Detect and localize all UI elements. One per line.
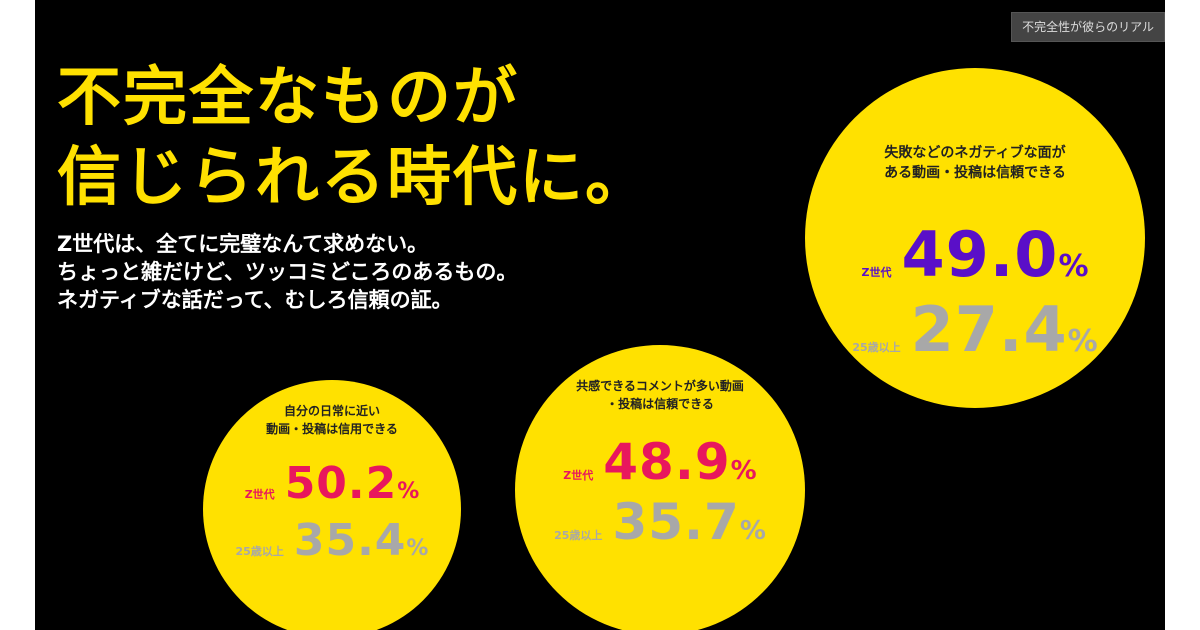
z-gen-label: Z世代 bbox=[244, 488, 275, 501]
older-label: 25歳以上 bbox=[554, 529, 603, 542]
older-value: 35.4 bbox=[293, 515, 407, 566]
stat-title-line: ある動画・投稿は信頼できる bbox=[884, 165, 1066, 181]
unit: % bbox=[406, 536, 429, 561]
headline-line: 信じられる時代に。 bbox=[57, 141, 651, 215]
older-value: 35.7 bbox=[612, 493, 740, 551]
older-row: 25歳以上 35.4 % bbox=[203, 515, 461, 566]
z-gen-label: Z世代 bbox=[563, 469, 594, 482]
stat-circle-negative: 失敗などのネガティブな面が ある動画・投稿は信頼できる Z世代 49.0 % 2… bbox=[805, 68, 1145, 408]
older-row: 25歳以上 27.4 % bbox=[805, 293, 1145, 366]
stat-title: 失敗などのネガティブな面が ある動画・投稿は信頼できる bbox=[805, 143, 1145, 183]
stat-title-line: 失敗などのネガティブな面が bbox=[884, 145, 1066, 161]
stat-title: 自分の日常に近い 動画・投稿は信用できる bbox=[203, 402, 461, 438]
older-value: 27.4 bbox=[910, 293, 1068, 366]
unit: % bbox=[1058, 249, 1089, 284]
stat-title-line: 共感できるコメントが多い動画 bbox=[576, 379, 744, 393]
unit: % bbox=[397, 479, 420, 504]
subtitle: Z世代は、全てに完璧なんて求めない。 ちょっと雑だけど、ツッコミどころのあるもの… bbox=[57, 230, 517, 314]
z-gen-row: Z世代 48.9 % bbox=[515, 433, 805, 491]
stat-title-line: 動画・投稿は信用できる bbox=[266, 422, 398, 436]
z-gen-value: 50.2 bbox=[284, 458, 398, 509]
stat-circle-empathy: 共感できるコメントが多い動画 ・投稿は信頼できる Z世代 48.9 % 25歳以… bbox=[515, 345, 805, 630]
headline-line: 不完全なものが bbox=[57, 61, 519, 135]
headline: 不完全なものが 信じられる時代に。 bbox=[57, 58, 651, 218]
subtitle-line: Z世代は、全てに完璧なんて求めない。 bbox=[57, 232, 429, 256]
unit: % bbox=[739, 516, 766, 546]
stat-title-line: ・投稿は信頼できる bbox=[606, 397, 714, 411]
subtitle-line: ちょっと雑だけど、ツッコミどころのあるもの。 bbox=[57, 260, 518, 284]
slide: 不完全性が彼らのリアル 不完全なものが 信じられる時代に。 Z世代は、全てに完璧… bbox=[35, 0, 1165, 630]
stat-circle-everyday: 自分の日常に近い 動画・投稿は信用できる Z世代 50.2 % 25歳以上 35… bbox=[203, 380, 461, 630]
stat-title-line: 自分の日常に近い bbox=[283, 404, 380, 418]
z-gen-row: Z世代 49.0 % bbox=[805, 218, 1145, 291]
z-gen-row: Z世代 50.2 % bbox=[203, 458, 461, 509]
z-gen-value: 48.9 bbox=[603, 433, 731, 491]
unit: % bbox=[1067, 324, 1098, 359]
subtitle-line: ネガティブな話だって、むしろ信頼の証。 bbox=[57, 288, 453, 312]
section-badge: 不完全性が彼らのリアル bbox=[1011, 12, 1165, 42]
z-gen-label: Z世代 bbox=[861, 266, 892, 279]
unit: % bbox=[730, 456, 757, 486]
older-row: 25歳以上 35.7 % bbox=[515, 493, 805, 551]
stat-title: 共感できるコメントが多い動画 ・投稿は信頼できる bbox=[515, 377, 805, 413]
z-gen-value: 49.0 bbox=[901, 218, 1059, 291]
older-label: 25歳以上 bbox=[852, 341, 901, 354]
older-label: 25歳以上 bbox=[235, 545, 284, 558]
